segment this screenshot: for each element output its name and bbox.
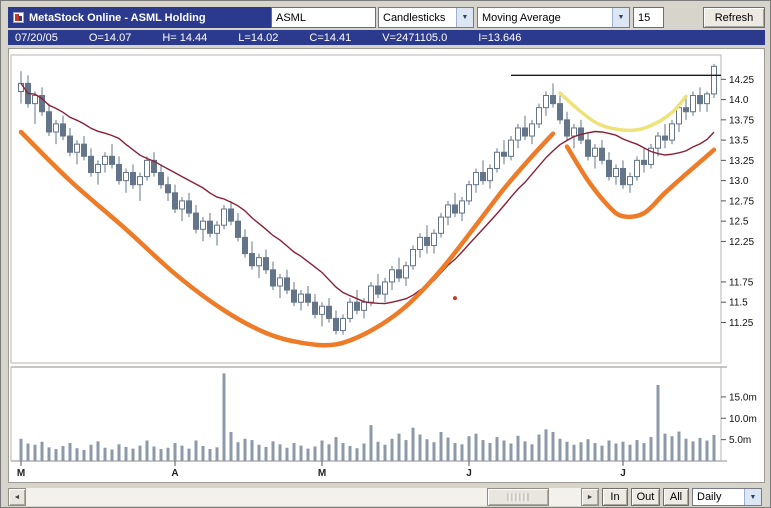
cup-annotation <box>18 129 556 348</box>
svg-text:12.25: 12.25 <box>729 237 754 248</box>
quote-high: H= 14.44 <box>162 31 208 44</box>
quote-volume: V=2471105.0 <box>382 31 448 44</box>
volume-bars <box>19 373 716 461</box>
svg-text:13.75: 13.75 <box>729 115 754 126</box>
volume-axis: 15.0m 10.0m 5.0m <box>721 392 757 446</box>
scrollbar-grip-icon <box>507 493 529 501</box>
moving-average-line <box>20 83 715 305</box>
scrollbar-thumb[interactable] <box>486 488 549 506</box>
indicator-value: Moving Average <box>482 11 561 24</box>
candles <box>18 63 717 335</box>
quote-close: C=14.41 <box>309 31 352 44</box>
red-dot-annotation <box>453 296 457 301</box>
svg-text:15.0m: 15.0m <box>729 392 757 403</box>
scroll-right-button[interactable]: ► <box>581 488 599 506</box>
svg-text:12.75: 12.75 <box>729 196 754 207</box>
quote-date: 07/20/05 <box>15 31 58 44</box>
svg-text:5.0m: 5.0m <box>729 435 751 446</box>
toolbar: MetaStock Online - ASML Holding Candlest… <box>8 7 765 28</box>
scrollbar-track[interactable] <box>26 488 581 506</box>
indicator-period-input[interactable] <box>633 7 664 28</box>
app-icon <box>13 12 24 23</box>
periodicity-select[interactable]: Daily ▼ <box>692 488 762 506</box>
svg-text:J: J <box>620 468 626 479</box>
chart-scrollbar: ◄ ► <box>8 488 599 506</box>
quote-open: O=14.07 <box>88 31 132 44</box>
svg-text:14.25: 14.25 <box>729 75 754 86</box>
scroll-left-button[interactable]: ◄ <box>8 488 26 506</box>
symbol-input[interactable] <box>271 7 376 28</box>
window-titlebar: MetaStock Online - ASML Holding <box>8 7 271 28</box>
svg-text:A: A <box>171 468 178 479</box>
svg-text:M: M <box>318 468 326 479</box>
svg-text:M: M <box>17 468 25 479</box>
svg-text:10.0m: 10.0m <box>729 414 757 425</box>
chart-frame <box>10 54 727 462</box>
svg-text:13.5: 13.5 <box>729 136 749 147</box>
svg-text:12.5: 12.5 <box>729 217 749 228</box>
refresh-button[interactable]: Refresh <box>703 7 765 28</box>
zoom-all-button[interactable]: All <box>663 488 689 506</box>
window-title: MetaStock Online - ASML Holding <box>29 11 206 24</box>
svg-text:11.5: 11.5 <box>729 298 748 309</box>
chevron-down-icon[interactable]: ▼ <box>612 8 629 27</box>
svg-text:11.75: 11.75 <box>729 277 754 288</box>
periodicity-value: Daily <box>697 491 722 503</box>
svg-text:13.0: 13.0 <box>729 176 749 187</box>
zoom-out-button[interactable]: Out <box>631 488 660 506</box>
bottom-bar: ◄ ► In Out All Daily ▼ <box>8 488 765 506</box>
zoom-in-button[interactable]: In <box>602 488 628 506</box>
quote-low: L=14.02 <box>238 31 279 44</box>
price-axis: 14.25 14.0 13.75 13.5 13.25 13.0 12.75 12.5 12.2… <box>721 75 754 329</box>
chart-type-select[interactable]: Candlesticks ▼ <box>378 7 474 28</box>
svg-text:J: J <box>466 468 472 479</box>
svg-text:11.25: 11.25 <box>729 318 754 329</box>
svg-text:14.0: 14.0 <box>729 95 749 106</box>
chart-type-value: Candlesticks <box>383 11 446 24</box>
indicator-select[interactable]: Moving Average ▼ <box>477 7 630 28</box>
chart-container: 14.25 14.0 13.75 13.5 13.25 13.0 12.75 12.5 12.2… <box>8 48 765 483</box>
quote-info-bar: 07/20/05 O=14.07 H= 14.44 L=14.02 C=14.4… <box>8 30 765 45</box>
svg-text:13.25: 13.25 <box>729 156 754 167</box>
chevron-down-icon[interactable]: ▼ <box>456 8 473 27</box>
chevron-down-icon[interactable]: ▼ <box>744 489 761 505</box>
handle-annotation <box>564 144 717 220</box>
quote-indicator: I=13.646 <box>478 31 522 44</box>
price-volume-chart: 14.25 14.0 13.75 13.5 13.25 13.0 12.75 12.5 12.2… <box>10 54 757 479</box>
yellow-cup-annotation <box>558 91 688 133</box>
